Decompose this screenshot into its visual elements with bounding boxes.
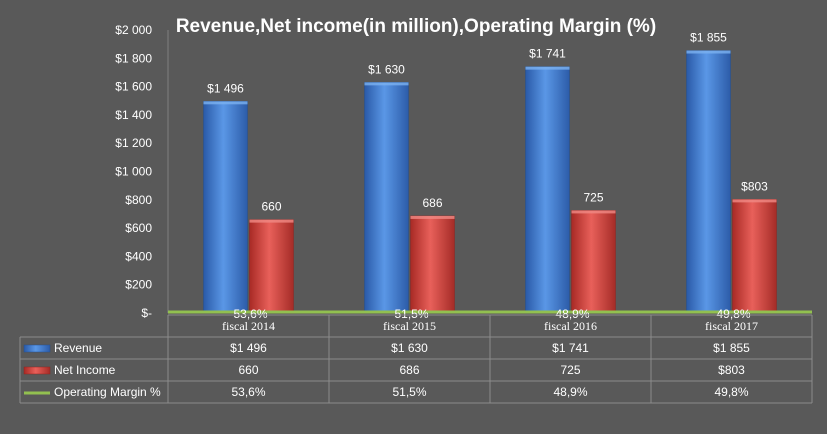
table-cell: 49,8% [714,385,748,399]
x-tick-label: fiscal 2017 [705,319,758,333]
bar-revenue [686,50,731,314]
y-tick-label: $200 [125,278,152,292]
x-tick-label: fiscal 2016 [544,319,597,333]
table-cell: 51,5% [392,385,426,399]
x-tick-label: fiscal 2014 [222,319,275,333]
bar-top-bevel [525,66,570,70]
bar-top-bevel [571,210,616,214]
y-tick-label: $1 800 [115,51,152,65]
bar-data-label: $1 496 [207,81,244,95]
table-cell: $803 [718,363,745,377]
line-point [247,310,250,314]
y-tick-label: $400 [125,249,152,263]
table-cell: $1 741 [552,341,589,355]
bar-top-bevel [364,82,409,86]
bar-net-income [571,210,616,314]
legend-key [23,344,51,353]
bar-net-income [732,199,777,314]
table-cell: 686 [399,363,419,377]
bar-top-bevel [203,101,248,105]
table-cell: $1 496 [230,341,267,355]
y-tick-label: $- [141,306,152,320]
table-cell: 725 [560,363,580,377]
bar-data-label: $803 [741,179,768,193]
y-tick-label: $2 000 [115,23,152,37]
line-data-label: 53,6% [233,307,267,321]
y-axis: $- $200 $400 $600 $800 $1 000 $1 200 $1 400 $1 6… [115,23,169,320]
line-data-label: 51,5% [394,307,428,321]
y-tick-label: $600 [125,221,152,235]
y-tick-label: $800 [125,193,152,207]
y-tick-label: $1 200 [115,136,152,150]
legend-label: Revenue [54,341,102,355]
bar-revenue [525,66,570,314]
chart-title: Revenue,Net income(in million),Operating… [176,16,656,37]
y-tick-label: $1 600 [115,80,152,94]
data-table: fiscal 2014 fiscal 2015 fiscal 2016 fiscal … [19,314,813,404]
bar-top-bevel [410,215,455,219]
line-point [408,310,411,314]
table-cell: $1 630 [391,341,428,355]
line-point [730,310,733,314]
line-point [569,310,572,314]
table-cell: 48,9% [553,385,587,399]
bar-net-income [249,219,294,314]
bar-data-label: $1 630 [368,62,405,76]
bar-data-label: 725 [583,190,603,204]
y-tick-label: $1 000 [115,165,152,179]
bar-revenue [364,82,409,314]
bar-net-income [410,215,455,314]
bar-revenue [203,101,248,314]
bar-data-label: $1 741 [529,47,566,61]
plot-area: $1 496 660 $1 630 686 $1 741 725 $1 855 $803 53,… [168,31,812,321]
bar-data-label: 686 [422,196,442,210]
legend-label: Operating Margin % [54,385,161,399]
table-cell: 660 [238,363,258,377]
legend-key [23,366,51,375]
bar-data-label: 660 [261,200,281,214]
x-tick-label: fiscal 2015 [383,319,436,333]
table-cell: $1 855 [713,341,750,355]
table-cell: 53,6% [231,385,265,399]
line-data-label: 49,8% [716,307,750,321]
y-tick-label: $1 400 [115,108,152,122]
legend-label: Net Income [54,363,116,377]
bar-data-label: $1 855 [690,31,727,45]
bar-top-bevel [686,50,731,54]
bar-top-bevel [249,219,294,223]
line-data-label: 48,9% [555,307,589,321]
bar-top-bevel [732,199,777,203]
